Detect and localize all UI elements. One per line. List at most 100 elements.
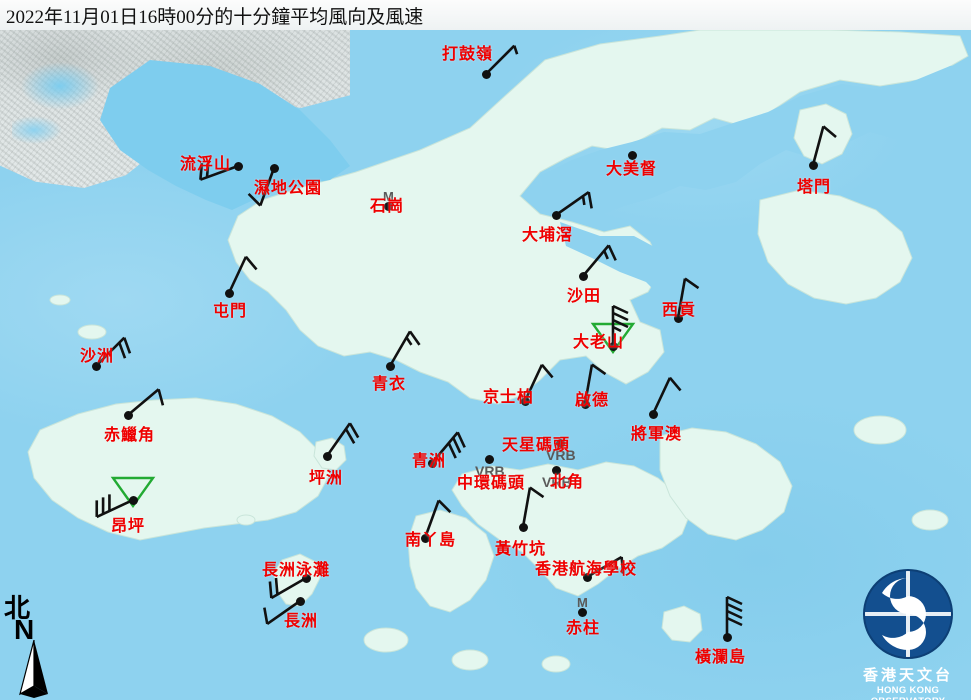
station-label: 北角	[550, 474, 585, 491]
compass-label-cn: 北	[4, 594, 31, 623]
wind-barb-icon	[725, 595, 743, 637]
station-marker-dot	[551, 210, 561, 220]
station-marker-dot	[295, 596, 305, 606]
station-label: 沙田	[567, 288, 602, 305]
station-label: 京士柏	[483, 389, 535, 406]
station-label: 香港航海學校	[535, 561, 638, 578]
station-marker-dot	[648, 409, 658, 419]
station-label: 青洲	[412, 453, 447, 470]
wind-barb-icon	[582, 244, 617, 277]
station-label: 黃竹坑	[495, 541, 547, 558]
title-bar	[0, 0, 971, 30]
station-marker-dot	[484, 454, 494, 464]
wind-barb-icon	[485, 44, 519, 75]
compass-needle-icon	[19, 640, 48, 698]
wind-barb-icon	[227, 255, 258, 294]
wind-barb-icon	[95, 494, 134, 519]
variable-wind-flag: VRB	[475, 463, 505, 479]
wind-barb-icon	[583, 363, 607, 405]
station-label: 大美督	[606, 161, 658, 178]
station-label: 赤鱲角	[104, 427, 156, 444]
wind-barb-icon	[611, 304, 629, 346]
variable-wind-flag: VRB	[542, 474, 572, 490]
station-marker-dot	[269, 163, 279, 173]
station-marker-dot	[673, 313, 683, 323]
station-label: 濕地公園	[254, 180, 323, 197]
station-marker-dot	[577, 607, 587, 617]
hko-logo: 香港天文台 HONG KONG OBSERVATORY	[848, 566, 968, 700]
station-label: 橫瀾島	[695, 649, 747, 666]
wind-barb-icon	[811, 125, 837, 166]
wind-barb-icon	[199, 160, 239, 181]
compass-label-en: N	[14, 614, 35, 645]
station-marker-dot	[722, 632, 732, 642]
station-marker-dot	[301, 573, 311, 583]
station-marker-dot	[128, 495, 138, 505]
station-marker-dot	[91, 361, 101, 371]
station-marker-dot	[427, 458, 437, 468]
wind-barb-icon	[325, 422, 360, 457]
station-label: 大老山	[573, 334, 625, 351]
wind-barb-icon	[431, 431, 466, 464]
station-label: 青衣	[372, 376, 407, 393]
missing-data-flag: M	[383, 189, 394, 204]
station-marker-dot	[233, 161, 243, 171]
wind-barb-icon	[521, 486, 545, 528]
station-label: 大埔滘	[522, 227, 574, 244]
station-marker-dot	[627, 150, 637, 160]
station-label: 坪洲	[309, 470, 344, 487]
station-marker-dot	[420, 533, 430, 543]
wind-barb-icon	[676, 277, 700, 319]
page-title: 2022年11月01日16時00分的十分鐘平均風向及風速	[6, 7, 424, 28]
station-marker-dot	[383, 201, 393, 211]
gale-warning-triangle-icon	[110, 476, 156, 508]
station-marker-dot	[481, 69, 491, 79]
station-marker-dot	[322, 451, 332, 461]
wind-barb-icon	[247, 167, 276, 207]
station-label: 將軍澳	[631, 426, 683, 443]
station-label: 屯門	[213, 303, 248, 320]
wind-barb-icon	[95, 336, 132, 367]
station-marker-dot	[582, 572, 592, 582]
station-label: 中環碼頭	[457, 475, 526, 492]
wind-barb-icon	[586, 555, 625, 579]
logo-text-cn: 香港天文台	[862, 668, 953, 684]
logo-text-en: HONG KONG OBSERVATORY	[871, 685, 945, 700]
compass-rose: 北 N	[2, 588, 66, 700]
station-marker-dot	[518, 522, 528, 532]
station-marker-dot	[224, 288, 234, 298]
station-label: 赤柱	[566, 620, 601, 637]
station-marker-dot	[123, 410, 133, 420]
station-label: 流浮山	[180, 156, 232, 173]
station-label: 長洲泳灘	[262, 562, 331, 579]
station-label: 石崗	[370, 198, 405, 215]
station-label: 打鼓嶺	[442, 46, 494, 63]
station-label: 昂坪	[111, 518, 146, 535]
station-label: 沙洲	[80, 348, 115, 365]
hko-emblem-icon	[863, 569, 953, 659]
wind-barb-icon	[423, 499, 452, 539]
wind-barb-icon	[263, 599, 301, 626]
station-label: 塔門	[797, 179, 832, 196]
wind-barb-icon	[127, 388, 165, 416]
station-marker-dot	[385, 361, 395, 371]
station-marker-dot	[520, 396, 530, 406]
station-marker-dot	[551, 465, 561, 475]
missing-data-flag: M	[577, 595, 588, 610]
station-label: 南丫島	[405, 532, 457, 549]
wind-barb-icon	[523, 363, 554, 402]
station-marker-dot	[608, 341, 618, 351]
station-label: 啟德	[575, 392, 610, 409]
station-label: 長洲	[284, 613, 319, 630]
station-label: 西貢	[662, 302, 697, 319]
station-label: 天星碼頭	[502, 437, 571, 454]
station-marker-dot	[580, 399, 590, 409]
variable-wind-flag: VRB	[546, 447, 576, 463]
station-marker-dot	[808, 160, 818, 170]
wind-barb-icon	[651, 376, 682, 415]
station-marker-dot	[578, 271, 588, 281]
wind-barb-icon	[388, 330, 421, 367]
